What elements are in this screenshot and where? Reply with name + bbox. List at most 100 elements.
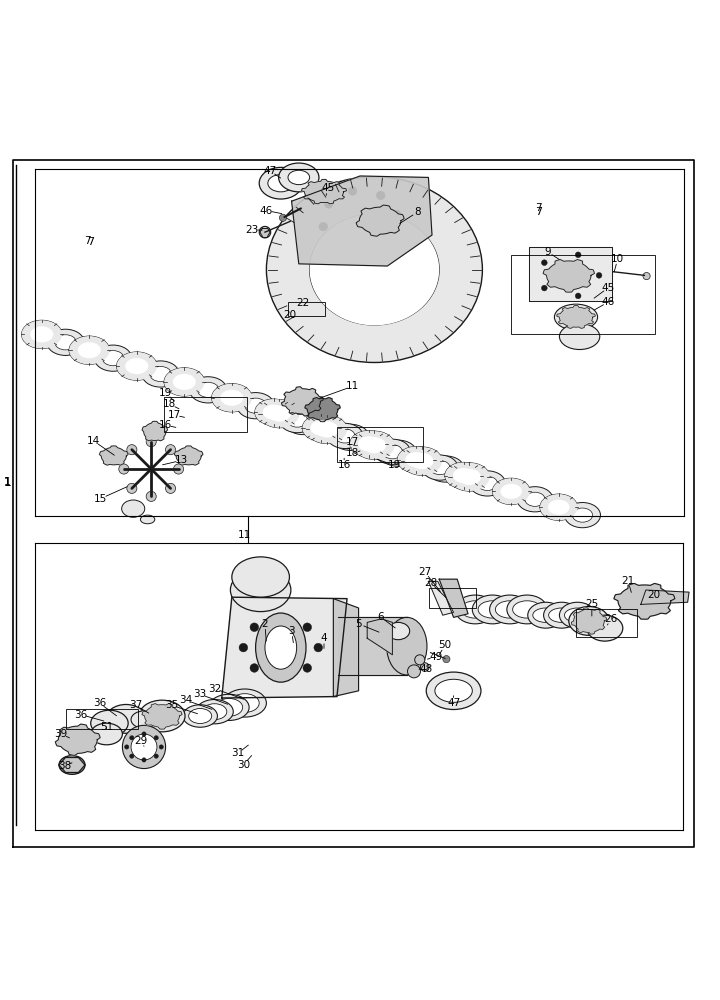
Ellipse shape (245, 398, 266, 413)
Text: 30: 30 (237, 760, 250, 770)
Text: 17: 17 (168, 410, 181, 420)
Ellipse shape (94, 345, 132, 371)
Bar (576, 609, 637, 637)
Ellipse shape (164, 368, 204, 396)
Polygon shape (333, 599, 359, 697)
Text: 9: 9 (544, 247, 551, 257)
Circle shape (127, 483, 137, 493)
Ellipse shape (232, 557, 289, 597)
Ellipse shape (472, 595, 513, 624)
Text: 51: 51 (100, 722, 113, 732)
Text: 18: 18 (163, 399, 176, 409)
Text: 29: 29 (134, 736, 147, 746)
Text: 19: 19 (388, 460, 401, 470)
Ellipse shape (469, 471, 505, 496)
Ellipse shape (189, 709, 212, 723)
Ellipse shape (544, 602, 580, 628)
Ellipse shape (265, 626, 297, 669)
Circle shape (335, 242, 343, 250)
Text: 47: 47 (264, 166, 276, 176)
Ellipse shape (426, 672, 481, 710)
Ellipse shape (525, 492, 545, 506)
Ellipse shape (215, 698, 243, 716)
Text: 7: 7 (84, 236, 91, 246)
Circle shape (596, 272, 602, 278)
Text: 14: 14 (87, 436, 100, 446)
Text: 49: 49 (429, 652, 442, 662)
Polygon shape (571, 608, 607, 634)
Ellipse shape (150, 366, 171, 382)
Text: 16: 16 (159, 420, 172, 430)
Ellipse shape (197, 382, 219, 397)
Ellipse shape (533, 608, 559, 622)
Ellipse shape (259, 167, 302, 199)
Ellipse shape (209, 694, 249, 720)
Ellipse shape (259, 399, 300, 428)
Text: 1: 1 (4, 476, 11, 488)
Ellipse shape (458, 469, 481, 485)
Ellipse shape (327, 423, 363, 449)
Ellipse shape (268, 406, 291, 422)
Text: 18: 18 (346, 448, 359, 458)
Ellipse shape (517, 487, 553, 512)
Text: 2: 2 (261, 619, 269, 629)
Ellipse shape (59, 756, 85, 774)
Circle shape (276, 614, 285, 623)
Text: 38: 38 (58, 761, 71, 771)
Circle shape (166, 483, 176, 493)
Ellipse shape (354, 431, 395, 459)
Ellipse shape (256, 613, 306, 682)
Text: 37: 37 (129, 700, 142, 710)
Text: 45: 45 (602, 283, 615, 293)
Ellipse shape (540, 494, 577, 520)
Polygon shape (99, 446, 128, 465)
Circle shape (392, 210, 401, 219)
Text: 47: 47 (447, 698, 460, 708)
Text: 32: 32 (208, 684, 221, 694)
Ellipse shape (455, 595, 495, 624)
Text: 31: 31 (231, 748, 244, 758)
Polygon shape (439, 579, 468, 617)
Circle shape (130, 754, 134, 758)
Polygon shape (292, 176, 432, 266)
Ellipse shape (422, 455, 458, 480)
Circle shape (562, 268, 576, 283)
Text: 10: 10 (611, 254, 624, 264)
Polygon shape (302, 179, 346, 204)
Circle shape (317, 185, 331, 199)
Text: 48: 48 (420, 664, 433, 674)
Ellipse shape (142, 361, 179, 387)
Text: 26: 26 (604, 614, 617, 624)
Ellipse shape (427, 456, 464, 482)
Polygon shape (428, 581, 454, 615)
Ellipse shape (125, 358, 148, 374)
Circle shape (314, 643, 323, 652)
Circle shape (125, 745, 129, 749)
Text: 11: 11 (238, 530, 251, 540)
Circle shape (154, 736, 158, 740)
Circle shape (575, 252, 581, 258)
Ellipse shape (140, 515, 155, 524)
Ellipse shape (22, 320, 62, 349)
Bar (429, 588, 476, 608)
Text: 11: 11 (346, 381, 359, 391)
Circle shape (541, 260, 547, 266)
Ellipse shape (559, 324, 600, 350)
Circle shape (303, 623, 312, 632)
Ellipse shape (183, 705, 217, 727)
Circle shape (636, 592, 653, 609)
Circle shape (276, 672, 285, 681)
Ellipse shape (430, 461, 450, 475)
Bar (66, 709, 138, 729)
Circle shape (146, 491, 156, 501)
Ellipse shape (554, 304, 598, 330)
Text: 39: 39 (55, 729, 68, 739)
Ellipse shape (307, 415, 347, 444)
Circle shape (325, 200, 333, 208)
Ellipse shape (106, 704, 146, 733)
Circle shape (166, 445, 176, 455)
Ellipse shape (435, 679, 472, 702)
Ellipse shape (410, 453, 433, 469)
Ellipse shape (363, 437, 386, 453)
Ellipse shape (477, 476, 498, 490)
